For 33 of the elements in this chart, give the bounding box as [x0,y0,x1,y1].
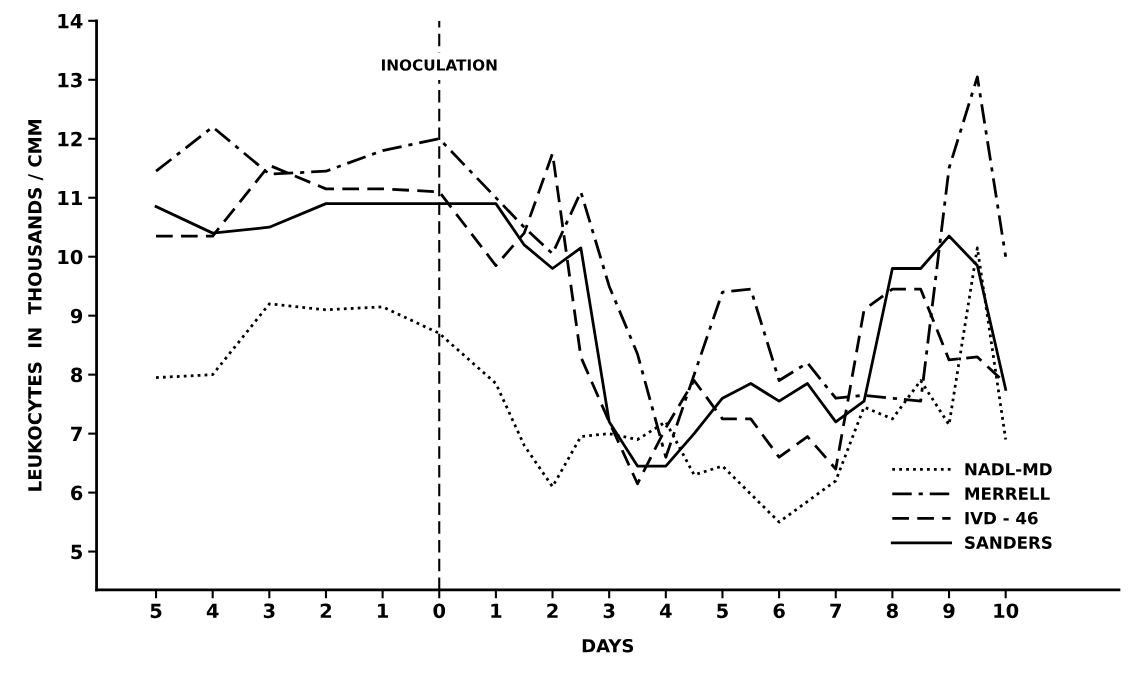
y-tick-label: 6 [71,485,83,501]
y-axis-title: LEUKOCYTES IN THOUSANDS / CMM [28,120,44,491]
legend-label: SANDERS [965,536,1052,549]
y-tick-label: 5 [71,544,83,560]
x-tick-label: 8 [886,603,898,619]
legend-label: MERRELL [965,487,1050,500]
x-tick-label: 2 [320,603,332,618]
x-tick-label: 9 [943,603,955,619]
x-tick-label: 3 [603,603,615,619]
x-tick-label: 1 [378,603,389,618]
y-tick-label: 9 [70,308,83,324]
y-tick-label: 12 [58,131,82,147]
y-tick-label: 14 [58,14,83,29]
y-tick-label: 8 [71,367,83,383]
y-tick-label: 13 [58,72,82,88]
y-tick-label: 7 [71,426,82,442]
x-tick-label: 6 [773,603,785,619]
x-tick-label: 2 [547,603,558,618]
ref-line-label: INOCULATION [381,59,497,71]
x-tick-label: 3 [263,603,275,619]
x-tick-label: 4 [206,603,219,618]
x-tick-label: 5 [717,603,728,619]
x-tick-label: 7 [830,603,841,618]
x-tick-label: 5 [150,603,162,619]
y-tick-label: 10 [58,249,83,265]
legend-label: IVD - 46 [965,511,1038,525]
x-tick-label: 1 [491,603,502,618]
x-tick-label: 10 [994,603,1019,619]
x-axis-title: DAYS [582,638,634,653]
x-tick-label: 4 [659,603,672,618]
x-tick-label: 0 [433,603,446,619]
legend-label: NADL-MD [965,463,1052,476]
y-tick-label: 11 [58,190,83,206]
